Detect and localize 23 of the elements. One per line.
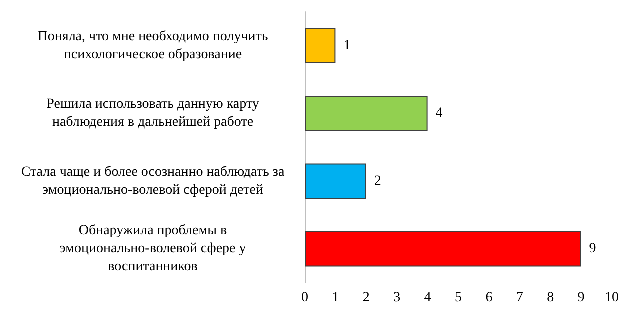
- y-tick-label: Решила использовать данную карту наблюдения в дальнейшей работе: [46, 97, 260, 130]
- bar: [305, 28, 336, 64]
- y-tick-label: Обнаружила проблемы в эмоционально-волевой сфере у воспитанников: [60, 224, 246, 275]
- data-label: 9: [589, 242, 596, 257]
- x-tick-label: 10: [605, 290, 619, 306]
- y-tick-label: Стала чаще и более осознанно наблюдать за эмоционально-волевой сферой детей: [21, 164, 286, 198]
- x-tick-label: 1: [332, 290, 340, 306]
- bar: [305, 232, 582, 267]
- x-tick-label: 2: [362, 290, 370, 306]
- y-tick-label: Поняла, что мне необходимо получить психологическое образование: [38, 29, 268, 62]
- x-tick-label: 3: [394, 290, 401, 306]
- x-tick-label: 6: [486, 290, 493, 306]
- x-tick-label: 4: [424, 290, 432, 306]
- data-label: 2: [374, 174, 382, 189]
- bar: [305, 164, 366, 199]
- x-tick-label: 5: [455, 290, 462, 306]
- bar: [305, 96, 428, 132]
- x-tick-label: 0: [302, 290, 308, 306]
- x-tick-label: 7: [516, 290, 524, 306]
- x-tick-label: 8: [547, 290, 554, 306]
- data-label: 1: [344, 38, 351, 54]
- x-tick-label: 9: [578, 290, 585, 306]
- data-label: 4: [436, 106, 443, 122]
